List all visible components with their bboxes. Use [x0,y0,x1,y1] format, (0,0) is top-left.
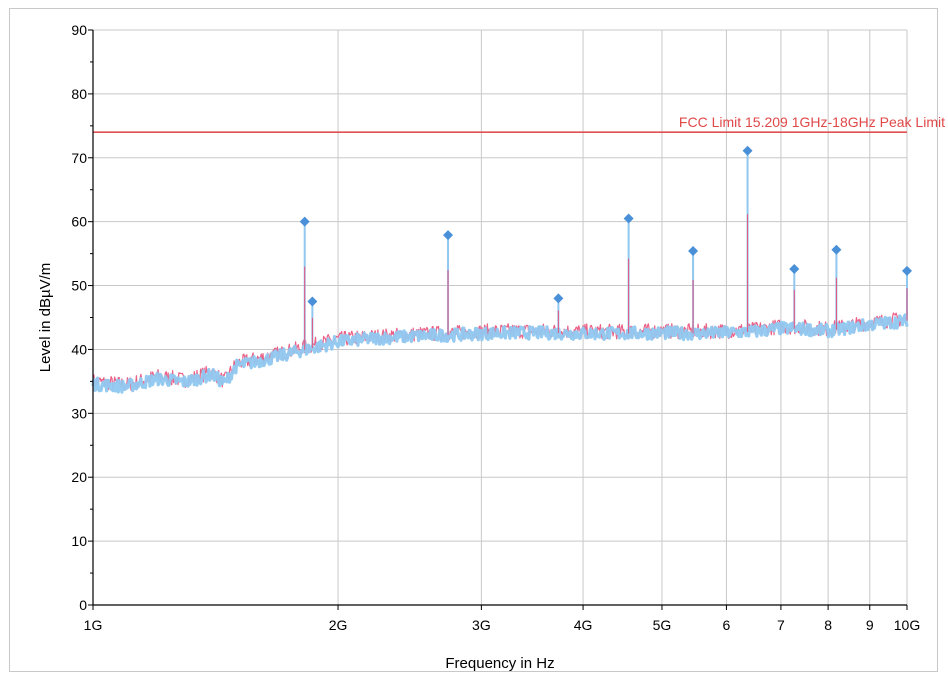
traces [91,312,909,394]
x-tick-label: 5G [653,617,672,633]
y-tick-label: 50 [71,278,87,294]
peak-marker [443,230,454,241]
y-tick-label: 20 [71,469,87,485]
tick-labels: 0 10 20 30 40 50 60 70 80 90 1G 2G 3G 4G 5G 6 7 8 9 10G [71,22,920,633]
limit-line-label: FCC Limit 15.209 1GHz-18GHz Peak Limit [679,114,945,130]
y-tick-label: 60 [71,214,87,230]
chart-frame [9,8,938,672]
y-tick-label: 40 [71,341,87,357]
y-tick-label: 80 [71,86,87,102]
peaks [299,145,912,350]
peak-marker [742,145,753,156]
x-tick-label: 10G [894,617,920,633]
peak-marker [307,296,318,307]
x-tick-label: 4G [574,617,593,633]
y-axis-label: Level in dBµV/m [37,263,54,373]
trace-series-2 [91,313,909,394]
peak-marker [688,246,699,257]
peak-marker [789,263,800,274]
y-tick-label: 10 [71,533,87,549]
x-tick-label: 2G [329,617,348,633]
y-tick-label: 0 [79,597,87,613]
peak-marker [553,293,564,304]
peak-marker [299,216,310,227]
x-tick-label: 8 [824,617,832,633]
y-tick-label: 30 [71,405,87,421]
peak-marker [623,213,634,224]
grid [92,29,908,606]
x-tick-label: 7 [777,617,785,633]
peak-marker [902,265,912,276]
x-tick-label: 1G [84,617,103,633]
y-tick-label: 90 [71,22,87,38]
peak-marker [831,244,842,255]
x-tick-label: 6 [723,617,731,633]
x-axis-label: Frequency in Hz [445,655,554,672]
x-tick-label: 9 [866,617,874,633]
y-tick-label: 70 [71,150,87,166]
x-tick-label: 3G [472,617,491,633]
axes [88,29,908,610]
